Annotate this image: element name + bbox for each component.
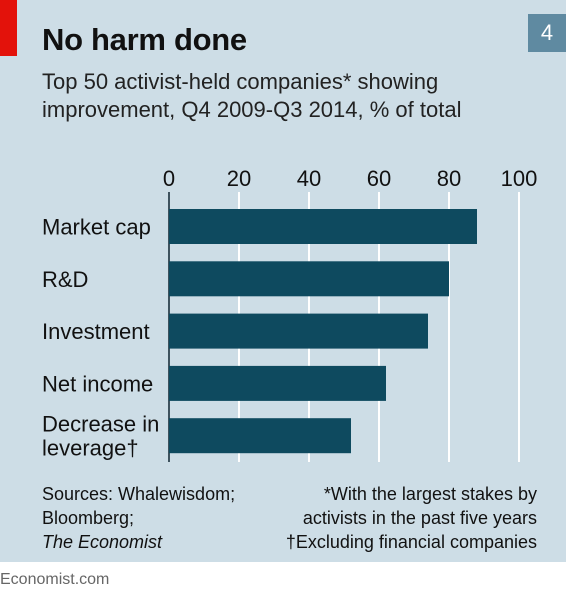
bars — [169, 209, 477, 454]
bar-0 — [169, 209, 477, 244]
footnotes: *With the largest stakes by activists in… — [267, 482, 537, 554]
bar-2 — [169, 313, 428, 349]
subtitle-line-2: improvement, Q4 2009-Q3 2014, % of total — [42, 97, 462, 122]
sources-line-1: Sources: Whalewisdom; — [42, 484, 236, 504]
tick-label-60: 60 — [367, 166, 391, 191]
footnote-line-1: *With the largest stakes by — [323, 484, 537, 504]
bar-4 — [169, 418, 351, 454]
category-label-1: R&D — [42, 267, 88, 292]
red-tab-marker — [0, 0, 17, 56]
category-labels: Market cap R&D Investment Net income Decreas… — [42, 215, 159, 461]
tick-label-80: 80 — [437, 166, 461, 191]
publisher-credit: Economist.com — [0, 571, 110, 588]
footnote-line-3: †Excluding financial companies — [285, 532, 537, 552]
chart-subtitle: Top 50 activist-held companies* showing … — [42, 68, 542, 124]
category-label-4-line-0: Decrease in — [42, 412, 159, 437]
tick-label-100: 100 — [501, 166, 538, 191]
category-label-0: Market cap — [42, 215, 151, 240]
bar-3 — [169, 365, 386, 401]
bar-1 — [169, 261, 449, 297]
tick-label-0: 0 — [163, 166, 175, 191]
footnote-line-2: activists in the past five years — [302, 508, 537, 528]
chart-number-badge: 4 — [528, 14, 566, 52]
subtitle-line-1: Top 50 activist-held companies* showing — [42, 69, 439, 94]
tick-label-40: 40 — [297, 166, 321, 191]
sources-line-2: Bloomberg; — [42, 508, 135, 528]
tick-label-20: 20 — [227, 166, 251, 191]
category-label-3: Net income — [42, 371, 153, 396]
x-axis-tick-labels: 0 20 40 60 80 100 — [163, 166, 537, 191]
chart-title: No harm done — [42, 22, 247, 57]
sources-line-3: The Economist — [42, 532, 163, 552]
category-label-2: Investment — [42, 319, 150, 344]
sources-note: Sources: Whalewisdom; Bloomberg; The Eco… — [42, 482, 282, 554]
category-label-4-line-1: leverage† — [42, 436, 139, 461]
